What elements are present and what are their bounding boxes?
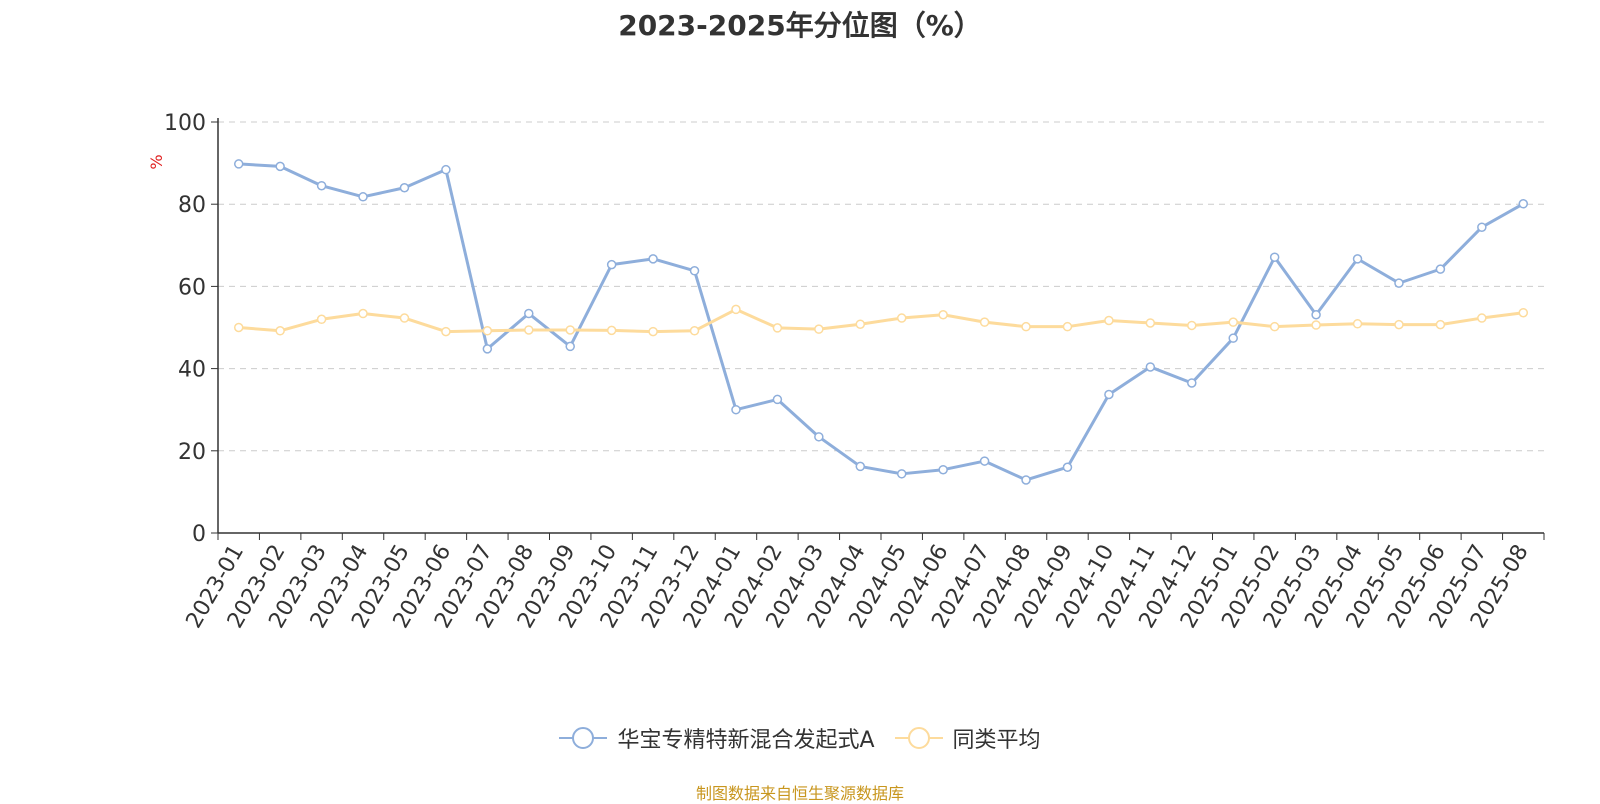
data-point-0[interactable] bbox=[731, 404, 741, 415]
data-point-1[interactable] bbox=[689, 326, 700, 336]
y-tick-label: 100 bbox=[164, 111, 206, 136]
data-point-0[interactable] bbox=[1187, 378, 1197, 388]
data-point-0[interactable] bbox=[938, 464, 948, 475]
data-point-0[interactable] bbox=[979, 456, 990, 466]
data-point-1[interactable] bbox=[358, 308, 368, 319]
data-point-1[interactable] bbox=[1269, 321, 1280, 332]
data-point-1[interactable] bbox=[731, 304, 741, 315]
data-point-1[interactable] bbox=[855, 319, 866, 329]
data-point-0[interactable] bbox=[689, 266, 700, 276]
data-point-0[interactable] bbox=[1518, 199, 1529, 209]
legend: 华宝专精特新混合发起式A 同类平均 bbox=[0, 722, 1600, 754]
data-point-1[interactable] bbox=[1352, 319, 1363, 329]
data-point-0[interactable] bbox=[1352, 254, 1363, 264]
data-point-1[interactable] bbox=[1187, 320, 1197, 331]
data-point-0[interactable] bbox=[1021, 475, 1031, 485]
data-point-0[interactable] bbox=[565, 341, 575, 352]
data-point-1[interactable] bbox=[524, 325, 534, 335]
legend-marker-fund bbox=[559, 727, 608, 749]
legend-label-average: 同类平均 bbox=[952, 728, 1041, 753]
chart-title: 2023-2025年分位图（%） bbox=[618, 9, 982, 42]
y-axis-label: % bbox=[147, 154, 166, 169]
data-point-0[interactable] bbox=[814, 432, 824, 442]
legend-marker-average bbox=[894, 727, 943, 749]
data-point-0[interactable] bbox=[275, 161, 285, 172]
data-point-1[interactable] bbox=[275, 326, 285, 336]
series-line-1 bbox=[238, 307, 1524, 334]
data-point-0[interactable] bbox=[1104, 389, 1114, 400]
data-point-1[interactable] bbox=[979, 317, 990, 327]
y-tick-label: 0 bbox=[192, 522, 206, 547]
data-point-0[interactable] bbox=[233, 159, 244, 169]
data-point-1[interactable] bbox=[399, 313, 410, 323]
legend-item-average[interactable]: 同类平均 bbox=[894, 722, 1041, 754]
data-point-0[interactable] bbox=[441, 164, 451, 175]
data-point-1[interactable] bbox=[938, 310, 948, 320]
data-point-1[interactable] bbox=[1518, 307, 1529, 318]
data-point-1[interactable] bbox=[814, 324, 824, 334]
data-point-1[interactable] bbox=[1394, 319, 1404, 330]
data-point-0[interactable] bbox=[1435, 264, 1446, 274]
data-point-0[interactable] bbox=[1394, 278, 1404, 288]
data-point-1[interactable] bbox=[772, 323, 783, 333]
grid-lines bbox=[218, 121, 1544, 452]
data-point-1[interactable] bbox=[1228, 317, 1238, 327]
data-point-0[interactable] bbox=[1311, 310, 1321, 320]
data-point-0[interactable] bbox=[648, 254, 658, 264]
data-point-1[interactable] bbox=[1104, 315, 1114, 326]
data-point-1[interactable] bbox=[648, 326, 658, 337]
series-layer bbox=[233, 159, 1529, 485]
series-line-0 bbox=[238, 162, 1525, 482]
data-point-0[interactable] bbox=[1145, 362, 1156, 372]
data-point-1[interactable] bbox=[316, 314, 327, 325]
source-note: 制图数据来自恒生聚源数据库 bbox=[695, 784, 904, 803]
y-tick-label: 40 bbox=[178, 358, 206, 383]
data-point-0[interactable] bbox=[358, 192, 368, 202]
data-point-1[interactable] bbox=[1477, 313, 1487, 323]
data-point-1[interactable] bbox=[606, 325, 617, 336]
data-point-0[interactable] bbox=[855, 461, 866, 472]
data-point-1[interactable] bbox=[233, 322, 244, 333]
data-point-0[interactable] bbox=[606, 259, 617, 270]
data-point-0[interactable] bbox=[1228, 333, 1238, 343]
data-point-0[interactable] bbox=[316, 180, 327, 191]
legend-item-fund[interactable]: 华宝专精特新混合发起式A bbox=[559, 722, 875, 754]
legend-label-fund: 华宝专精特新混合发起式A bbox=[617, 728, 875, 753]
data-point-0[interactable] bbox=[1062, 462, 1073, 472]
data-point-1[interactable] bbox=[441, 326, 451, 337]
data-point-1[interactable] bbox=[1435, 319, 1446, 330]
axes: 0204060801002023-012023-022023-032023-04… bbox=[164, 111, 1545, 633]
data-point-0[interactable] bbox=[772, 394, 783, 405]
data-point-1[interactable] bbox=[1021, 321, 1031, 332]
data-point-0[interactable] bbox=[896, 469, 907, 479]
data-point-0[interactable] bbox=[399, 183, 410, 193]
data-point-0[interactable] bbox=[524, 308, 534, 319]
y-tick-label: 20 bbox=[178, 440, 206, 465]
data-point-0[interactable] bbox=[482, 344, 493, 354]
data-point-1[interactable] bbox=[565, 325, 575, 335]
data-point-0[interactable] bbox=[1477, 222, 1487, 232]
data-point-1[interactable] bbox=[1062, 321, 1073, 332]
y-tick-label: 60 bbox=[178, 275, 206, 300]
data-point-1[interactable] bbox=[1311, 320, 1321, 330]
data-point-0[interactable] bbox=[1269, 252, 1280, 262]
data-point-1[interactable] bbox=[1145, 318, 1156, 328]
data-point-1[interactable] bbox=[482, 326, 493, 336]
y-tick-label: 80 bbox=[178, 193, 206, 218]
data-point-1[interactable] bbox=[896, 313, 907, 323]
